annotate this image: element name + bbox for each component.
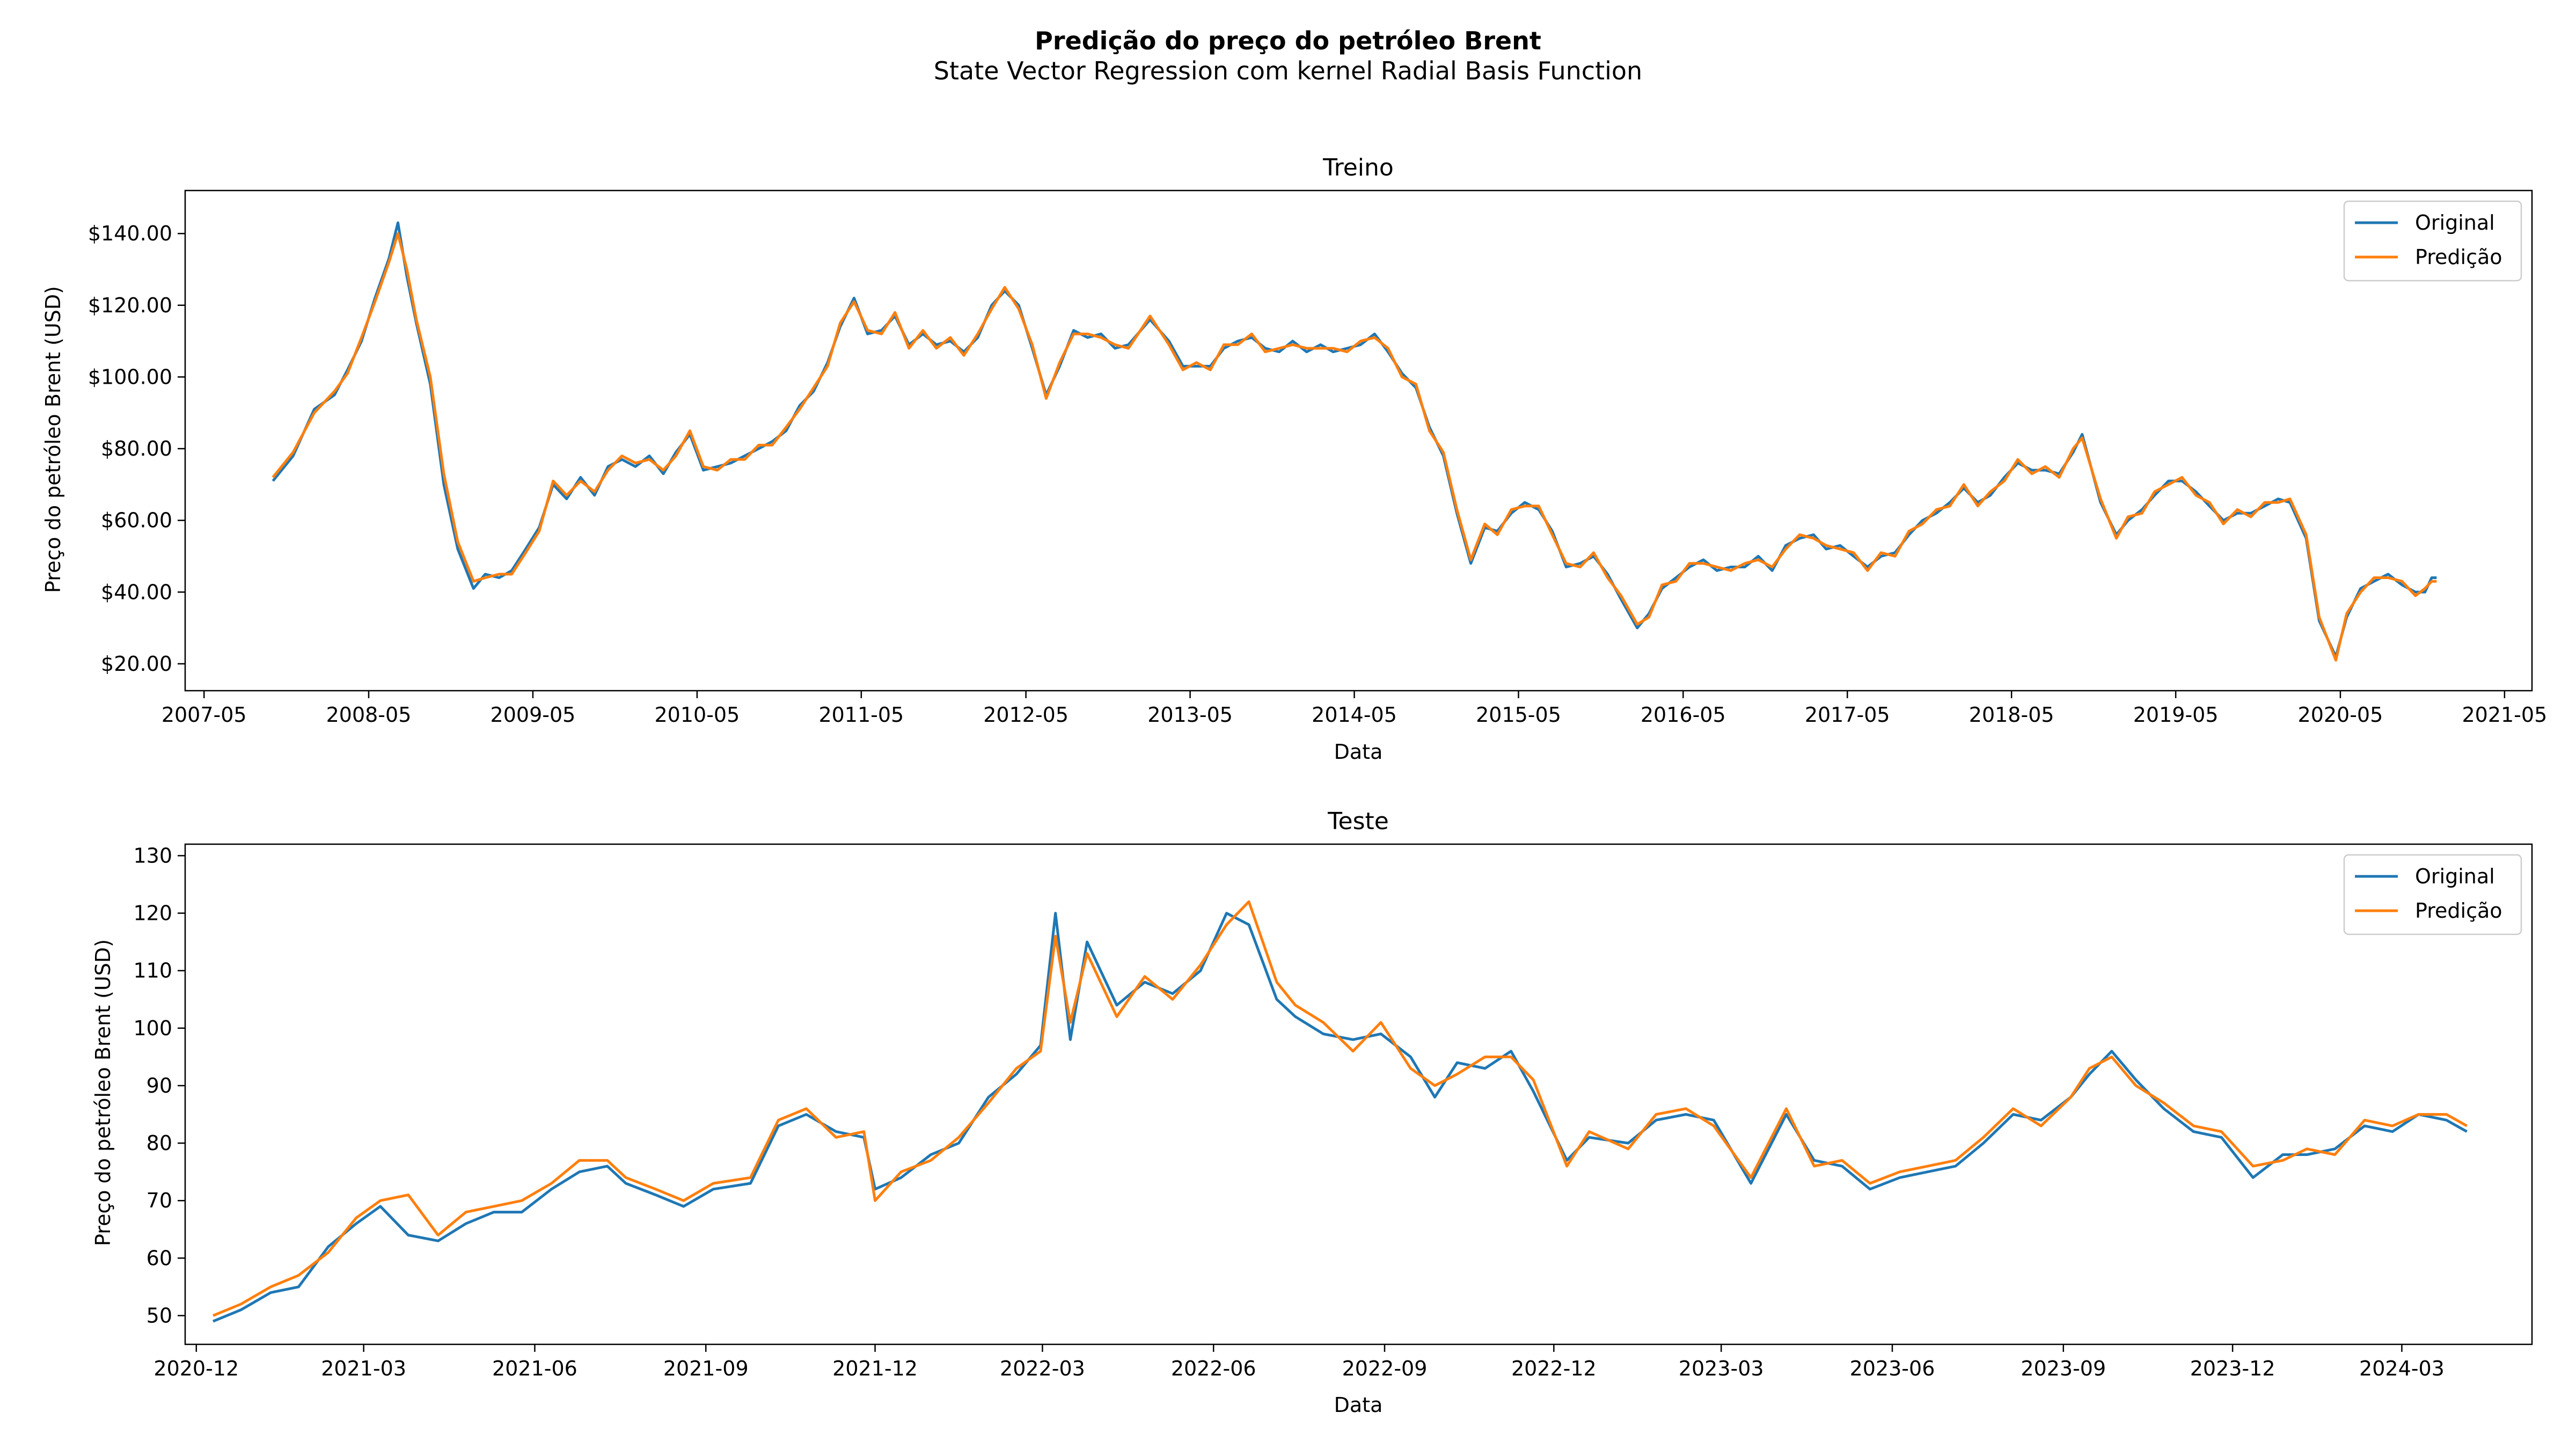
x-tick-label: 2009-05 [491, 703, 576, 727]
plot-area-teste: 2020-12 2021-03 2021-06 2021-09 2021-12 2022-… [133, 843, 2533, 1380]
series-line-predicao [272, 232, 2437, 662]
y-tick-label: 50 [147, 1304, 172, 1327]
x-tick-label: 2022-09 [1342, 1357, 1428, 1380]
x-tick-label: 2007-05 [162, 703, 247, 727]
y-tick-label: 60 [147, 1246, 172, 1270]
legend-label: Predição [2415, 245, 2502, 269]
subplot-title-treino: Treino [1322, 154, 1394, 181]
series-line-predicao [213, 900, 2468, 1317]
y-tick-label: $140.00 [88, 222, 172, 245]
x-tick-label: 2021-05 [2462, 703, 2547, 727]
series-line-original [272, 221, 2437, 658]
subplot-treino: Treino 2007-05 2008-05 2009-05 2010-05 2011-… [41, 154, 2547, 764]
subplot-teste: Teste 2020-12 2021-03 2021-06 2021-09 2021-1… [91, 808, 2533, 1417]
x-tick-label: 2011-05 [818, 703, 904, 727]
x-tick-label: 2020-12 [153, 1357, 239, 1380]
y-tick-label: 90 [147, 1074, 172, 1097]
y-axis-label-teste: Preço do petróleo Brent (USD) [91, 939, 115, 1246]
y-tick-label: 70 [147, 1189, 172, 1212]
y-tick-label: $40.00 [101, 580, 172, 604]
y-tick-label: $20.00 [101, 652, 172, 676]
figure-title-line-1: Predição do preço do petróleo Brent [1035, 26, 1541, 55]
legend-label: Original [2415, 865, 2495, 888]
plot-area-treino: 2007-05 2008-05 2009-05 2010-05 2011-05 2012-… [88, 189, 2547, 727]
x-tick-label: 2022-06 [1171, 1357, 1256, 1380]
x-tick-label: 2021-12 [832, 1357, 918, 1380]
y-tick-label: $60.00 [101, 509, 172, 532]
series-line-original [213, 912, 2468, 1323]
x-tick-label: 2008-05 [326, 703, 412, 727]
legend-box [2343, 200, 2522, 282]
x-tick-label: 2019-05 [2133, 703, 2219, 727]
y-tick-label: $120.00 [88, 294, 172, 317]
x-tick-label: 2018-05 [1969, 703, 2054, 727]
x-tick-label: 2012-05 [983, 703, 1069, 727]
x-tick-label: 2023-03 [1679, 1357, 1764, 1380]
x-tick-label: 2010-05 [655, 703, 740, 727]
y-tick-label: 80 [147, 1131, 172, 1155]
legend-label: Predição [2415, 899, 2502, 923]
x-axis-label-teste: Data [1334, 1393, 1383, 1417]
x-tick-label: 2023-09 [2021, 1357, 2106, 1380]
x-tick-label: 2013-05 [1147, 703, 1233, 727]
legend: Original Predição [2343, 854, 2522, 935]
x-tick-label: 2022-03 [1000, 1357, 1085, 1380]
x-tick-label: 2021-09 [663, 1357, 749, 1380]
y-axis-label-treino: Preço do petróleo Brent (USD) [41, 286, 65, 593]
x-axis-label-treino: Data [1334, 740, 1383, 764]
x-tick-label: 2020-05 [2298, 703, 2383, 727]
legend: Original Predição [2343, 200, 2522, 282]
x-tick-label: 2023-12 [2190, 1357, 2275, 1380]
x-tick-label: 2021-06 [492, 1357, 577, 1380]
legend-label: Original [2415, 211, 2495, 235]
y-tick-label: 100 [133, 1016, 172, 1040]
x-tick-label: 2024-03 [2359, 1357, 2445, 1380]
x-tick-label: 2014-05 [1312, 703, 1397, 727]
x-tick-label: 2016-05 [1641, 703, 1726, 727]
y-tick-label: $80.00 [101, 437, 172, 460]
x-tick-label: 2017-05 [1805, 703, 1890, 727]
axes-frame [184, 189, 2533, 692]
y-tick-label: $100.00 [88, 365, 172, 389]
subplot-title-teste: Teste [1327, 808, 1389, 835]
x-tick-label: 2015-05 [1476, 703, 1561, 727]
y-tick-label: 110 [133, 959, 172, 983]
x-tick-label: 2023-06 [1850, 1357, 1935, 1380]
figure-title-line-2: State Vector Regression com kernel Radia… [933, 56, 1643, 85]
legend-box [2343, 854, 2522, 935]
y-tick-label: 120 [133, 902, 172, 925]
x-tick-label: 2022-12 [1511, 1357, 1597, 1380]
y-tick-label: 130 [133, 844, 172, 867]
axes-frame [184, 843, 2533, 1345]
x-tick-label: 2021-03 [321, 1357, 406, 1380]
